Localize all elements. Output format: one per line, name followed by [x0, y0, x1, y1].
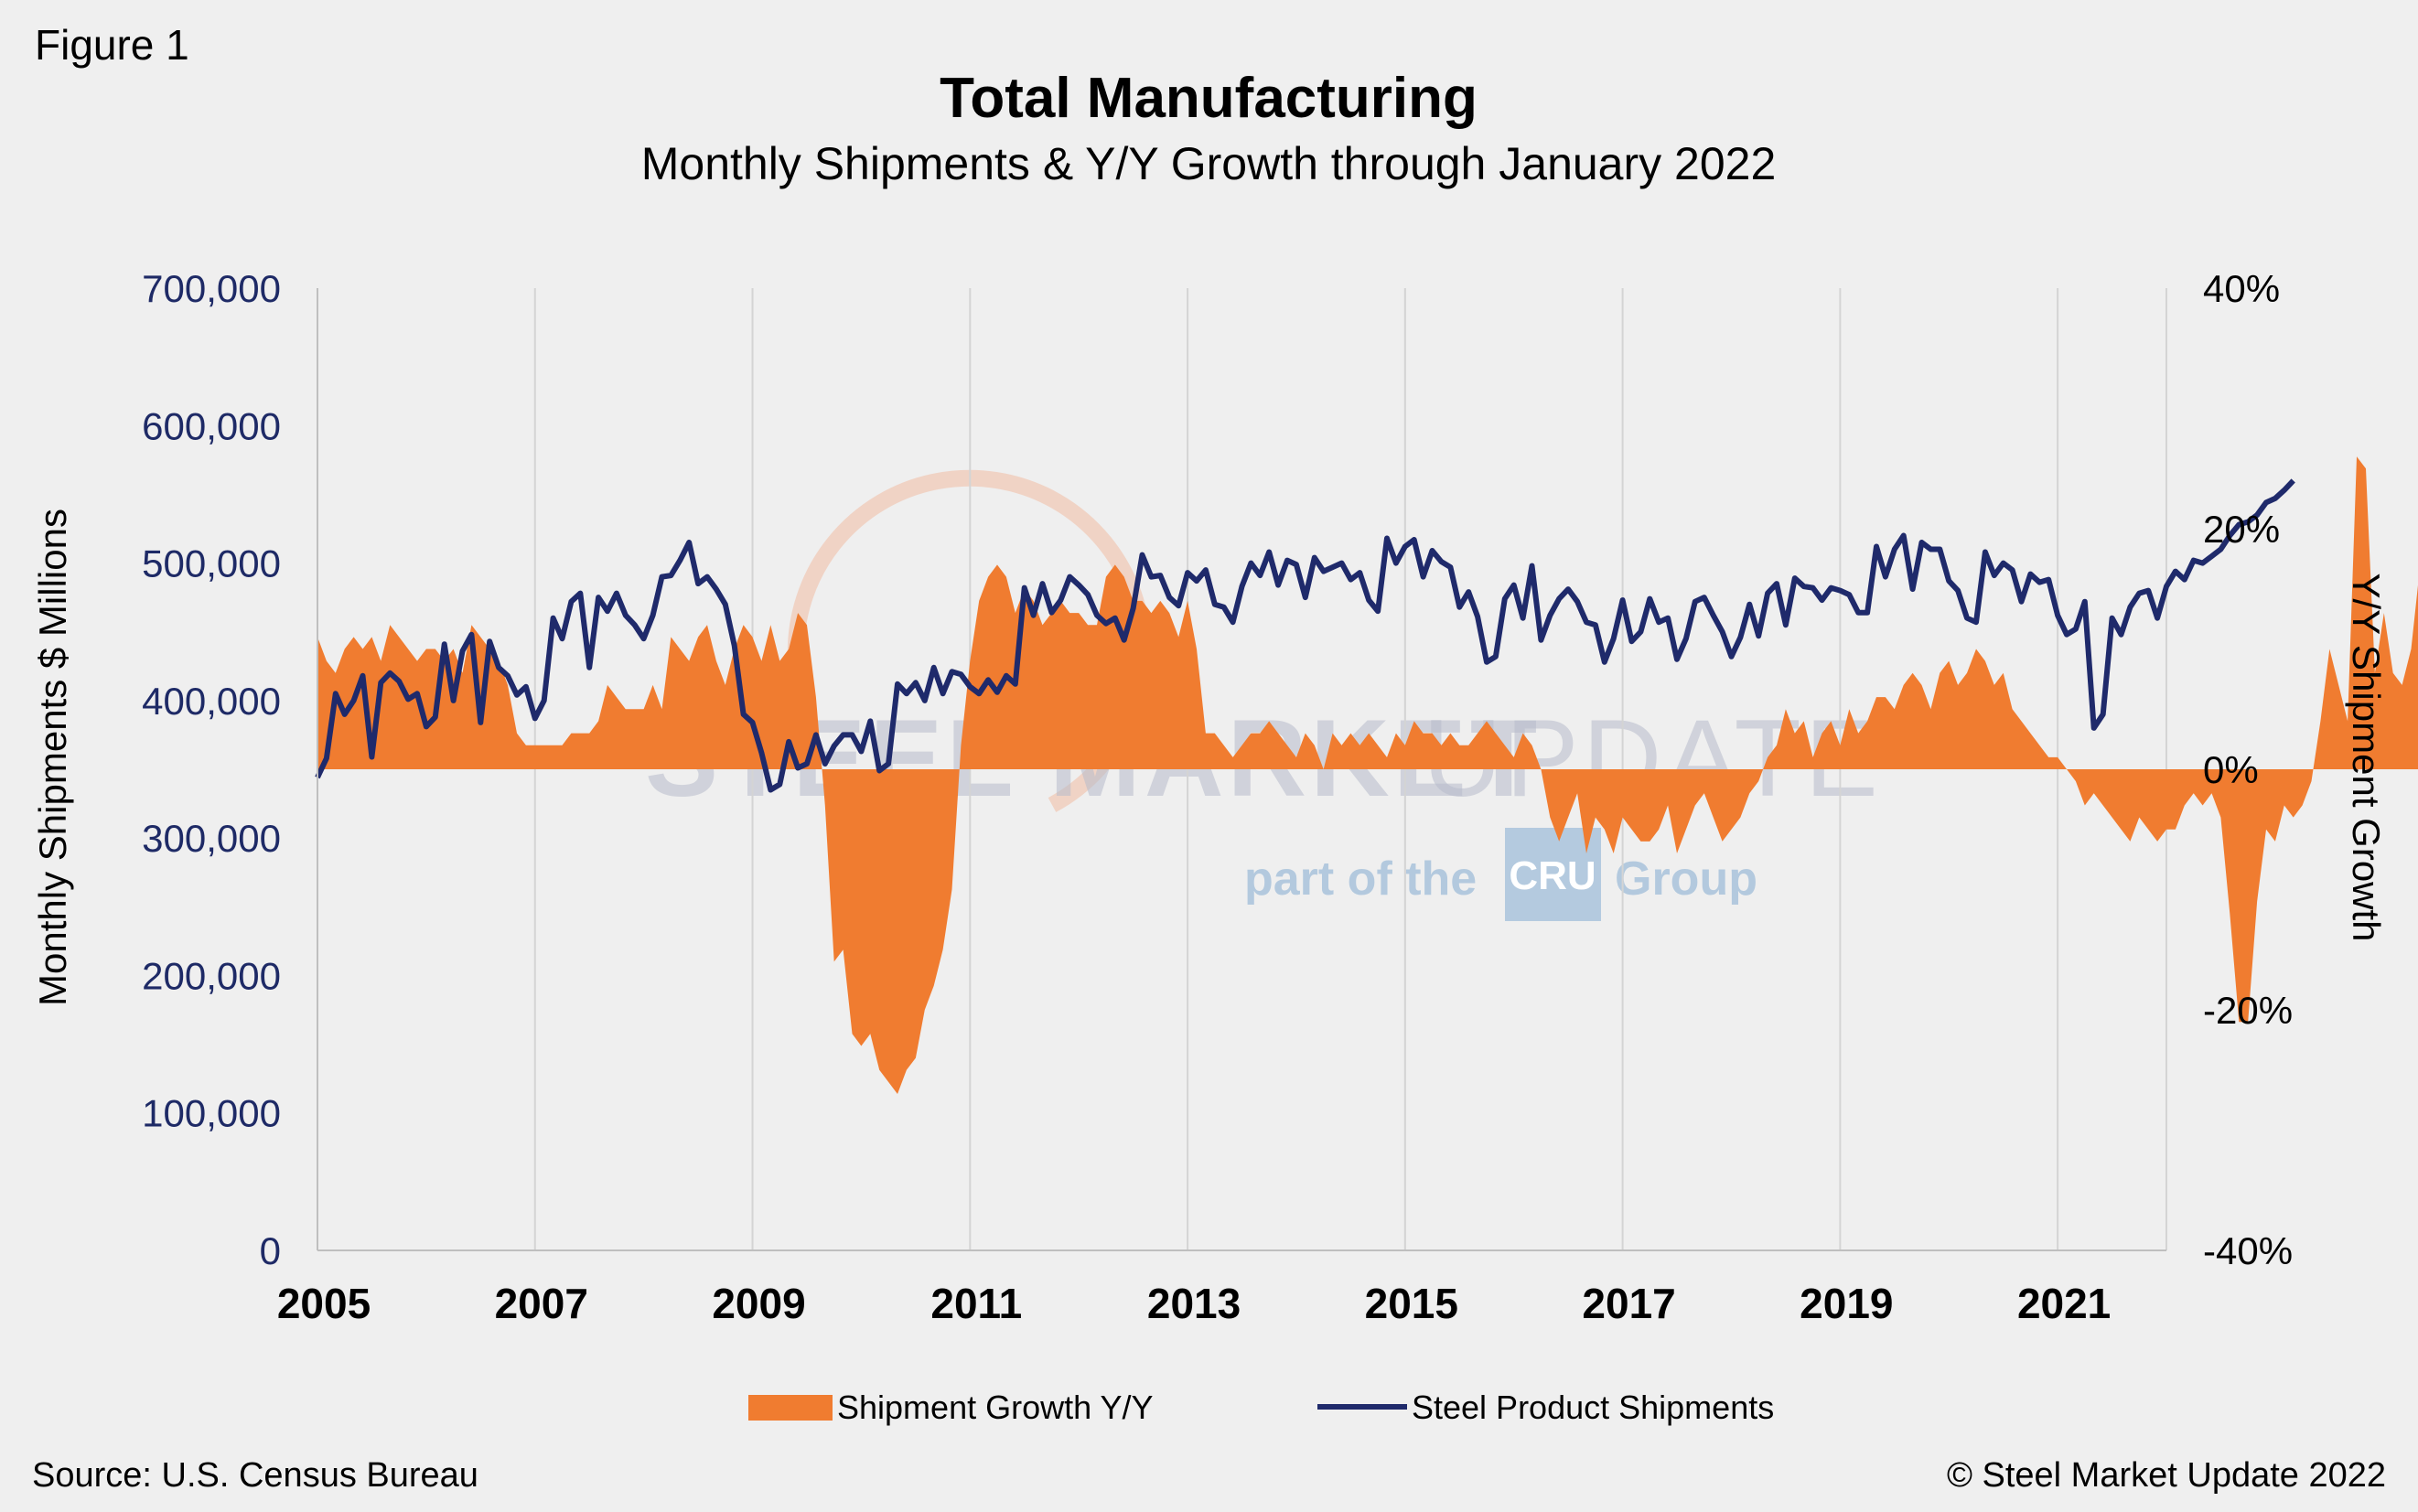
right-tick-label: 40%: [2203, 267, 2280, 310]
x-tick-label: 2019: [1800, 1280, 1893, 1327]
legend-label-growth: Shipment Growth Y/Y: [837, 1389, 1154, 1426]
x-tick-label: 2017: [1582, 1280, 1675, 1327]
x-axis-ticks: 2005 2007 2009 2011 2013 2015 2017 2019 2021: [277, 1280, 2111, 1327]
figure-label: Figure 1: [35, 21, 189, 69]
copyright-note: © Steel Market Update 2022: [1947, 1456, 2386, 1495]
x-tick-label: 2011: [930, 1280, 1022, 1327]
axes: [317, 288, 2166, 1251]
right-tick-label: 20%: [2203, 508, 2280, 551]
watermark-cru-logo: CRU: [1509, 853, 1596, 898]
left-tick-label: 0: [260, 1229, 281, 1272]
left-axis-title: Monthly Shipments $ Millions: [31, 509, 74, 1006]
watermark-sub-after: Group: [1615, 853, 1757, 906]
left-axis-ticks: 700,000 600,000 500,000 400,000 300,000 200,0…: [142, 267, 281, 1272]
source-note: Source: U.S. Census Bureau: [32, 1456, 478, 1495]
series-shipments-line: [315, 478, 2295, 793]
right-tick-label: -40%: [2203, 1229, 2293, 1272]
right-axis-ticks: 40% 20% 0% -20% -40%: [2203, 267, 2293, 1272]
chart-title: Total Manufacturing: [940, 67, 1478, 130]
left-tick-label: 300,000: [142, 817, 281, 860]
chart-subtitle: Monthly Shipments & Y/Y Growth through J…: [641, 138, 1777, 189]
left-tick-label: 600,000: [142, 404, 281, 447]
x-tick-label: 2005: [277, 1280, 371, 1327]
left-tick-label: 100,000: [142, 1092, 281, 1135]
watermark-sub-before: part of the: [1244, 853, 1477, 906]
left-tick-label: 500,000: [142, 542, 281, 585]
right-tick-label: 0%: [2203, 748, 2259, 791]
x-tick-label: 2015: [1365, 1280, 1458, 1327]
right-axis-title: Y/Y Shipment Growth: [2345, 573, 2388, 941]
left-tick-label: 200,000: [142, 954, 281, 997]
right-tick-label: -20%: [2203, 989, 2293, 1032]
legend-label-shipments: Steel Product Shipments: [1412, 1389, 1774, 1426]
growth-area-layer: [317, 456, 2418, 1094]
legend: Shipment Growth Y/Y Steel Product Shipme…: [748, 1389, 1774, 1426]
x-tick-label: 2013: [1147, 1280, 1241, 1327]
x-tick-label: 2009: [712, 1280, 805, 1327]
x-tick-label: 2021: [2017, 1280, 2111, 1327]
left-tick-label: 700,000: [142, 267, 281, 310]
x-tick-label: 2007: [495, 1280, 588, 1327]
legend-swatch-growth: [748, 1395, 833, 1421]
series-growth-area: [317, 456, 2418, 1094]
shipments-line-layer: [315, 478, 2295, 793]
left-tick-label: 400,000: [142, 680, 281, 723]
